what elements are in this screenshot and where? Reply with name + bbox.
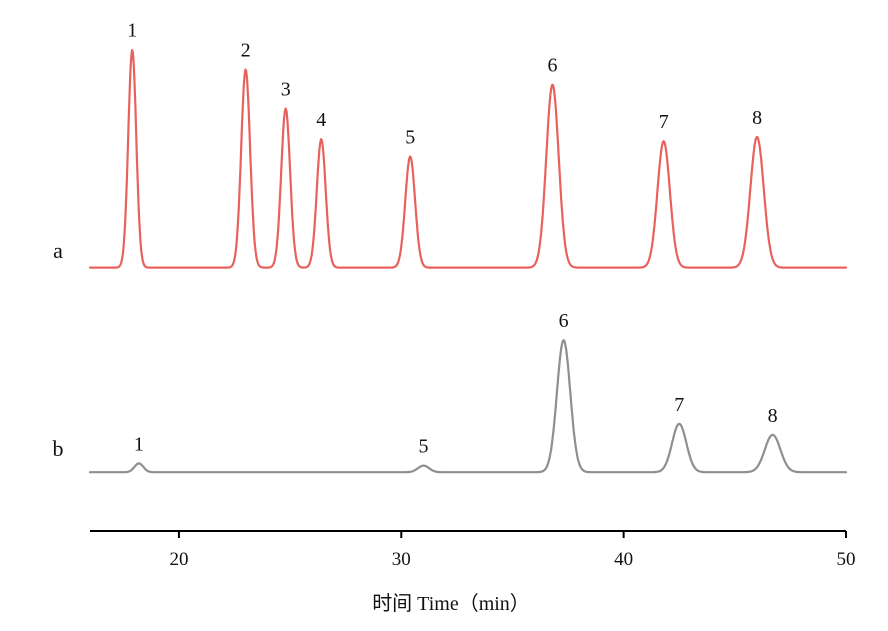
x-tick-label: 40	[614, 549, 633, 570]
peak-label: 5	[419, 436, 429, 458]
peak-label: 1	[134, 433, 144, 455]
trace-line-b	[88, 339, 848, 474]
series-b: b 1 5 6 7 8	[53, 310, 848, 474]
x-axis: 20 30 40 50	[90, 530, 856, 570]
peak-label: 5	[405, 127, 415, 149]
x-axis-title: 时间 Time（min）	[372, 592, 530, 615]
peak-label: 6	[548, 55, 558, 77]
traces-group: a 1 2 3 4 5 6 7 8 b 1 5 6 7 8	[53, 20, 848, 474]
peak-label: 6	[559, 310, 569, 332]
peak-label: 7	[659, 111, 669, 133]
trace-label-b: b	[53, 436, 64, 461]
trace-label-a: a	[53, 238, 63, 263]
peak-label: 2	[241, 39, 251, 61]
x-tick-label: 20	[169, 549, 188, 570]
trace-line-a	[88, 49, 848, 269]
series-a: a 1 2 3 4 5 6 7 8	[53, 20, 848, 269]
x-tick-label: 30	[392, 549, 411, 570]
x-tick-label: 50	[837, 549, 856, 570]
peak-label: 8	[768, 405, 778, 427]
peak-label: 7	[674, 394, 684, 416]
peak-label: 8	[752, 107, 762, 129]
peak-label: 4	[316, 109, 326, 131]
peak-label: 1	[127, 20, 137, 42]
peak-label: 3	[281, 79, 291, 101]
